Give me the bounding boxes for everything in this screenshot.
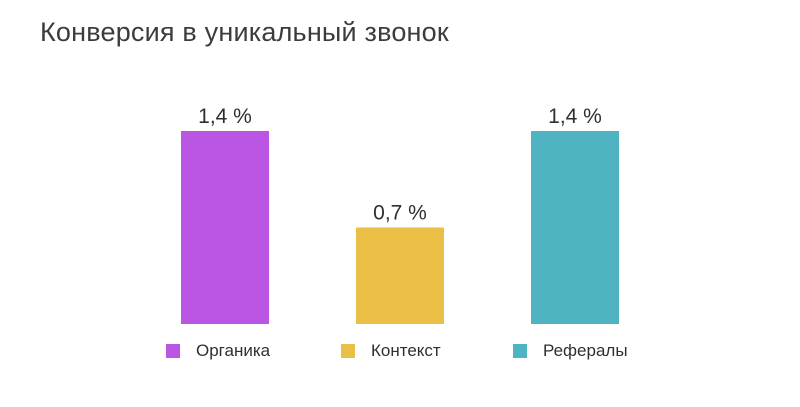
legend-swatch-referrals (513, 344, 527, 358)
bar-context (356, 227, 444, 324)
bar-value-label-organic: 1,4 % (198, 105, 252, 128)
bar-value-label-context: 0,7 % (373, 202, 427, 225)
legend-item-organic: Органика (166, 338, 270, 364)
chart-title: Конверсия в уникальный звонок (40, 17, 449, 47)
legend-swatch-organic (166, 344, 180, 358)
bar-referrals (531, 131, 619, 324)
legend-label-context: Контекст (371, 341, 441, 360)
bar-value-label-referrals: 1,4 % (548, 105, 602, 128)
legend-label-organic: Органика (196, 341, 271, 360)
legend-swatch-context (341, 344, 355, 358)
legend-item-context: Контекст (341, 338, 441, 364)
bar-organic (181, 131, 269, 324)
legend-label-referrals: Рефералы (543, 341, 628, 360)
bars-group (181, 131, 619, 324)
value-labels-group: 1,4 % 0,7 % 1,4 % (198, 105, 602, 225)
legend-item-referrals: Рефералы (513, 338, 628, 364)
legend: Органика Контекст Рефералы (0, 338, 800, 364)
